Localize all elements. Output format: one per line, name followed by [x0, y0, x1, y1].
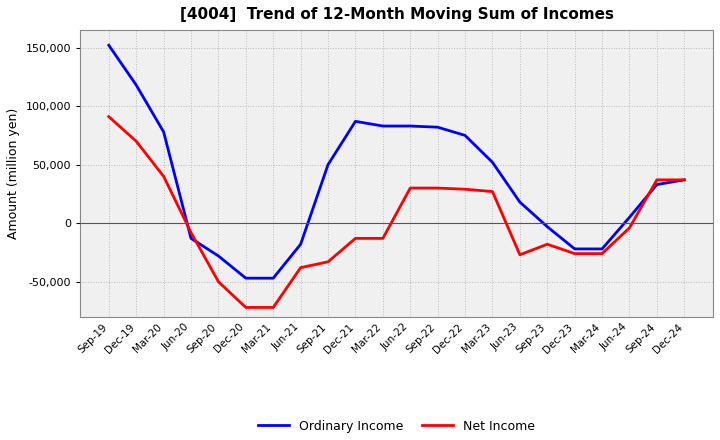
Net Income — [159, 174, 168, 179]
Ordinary Income — [104, 43, 113, 48]
Net Income — [324, 259, 333, 264]
Net Income — [625, 225, 634, 231]
Ordinary Income — [379, 123, 387, 128]
Net Income — [461, 187, 469, 192]
Ordinary Income — [351, 119, 360, 124]
Ordinary Income — [132, 82, 140, 88]
Net Income — [652, 177, 661, 183]
Net Income — [433, 185, 442, 191]
Ordinary Income — [461, 133, 469, 138]
Line: Net Income: Net Income — [109, 117, 684, 308]
Ordinary Income — [297, 242, 305, 247]
Net Income — [598, 251, 606, 256]
Ordinary Income — [488, 160, 497, 165]
Net Income — [680, 177, 688, 183]
Net Income — [516, 252, 524, 257]
Net Income — [214, 279, 222, 284]
Title: [4004]  Trend of 12-Month Moving Sum of Incomes: [4004] Trend of 12-Month Moving Sum of I… — [179, 7, 613, 22]
Ordinary Income — [598, 246, 606, 252]
Ordinary Income — [241, 275, 250, 281]
Ordinary Income — [433, 125, 442, 130]
Ordinary Income — [406, 123, 415, 128]
Ordinary Income — [570, 246, 579, 252]
Ordinary Income — [214, 253, 222, 259]
Net Income — [241, 305, 250, 310]
Ordinary Income — [269, 275, 277, 281]
Legend: Ordinary Income, Net Income: Ordinary Income, Net Income — [253, 415, 540, 438]
Ordinary Income — [625, 215, 634, 220]
Net Income — [186, 230, 195, 235]
Line: Ordinary Income: Ordinary Income — [109, 45, 684, 278]
Net Income — [406, 185, 415, 191]
Net Income — [269, 305, 277, 310]
Ordinary Income — [159, 129, 168, 135]
Net Income — [379, 236, 387, 241]
Net Income — [132, 139, 140, 144]
Ordinary Income — [516, 199, 524, 205]
Ordinary Income — [324, 162, 333, 167]
Net Income — [351, 236, 360, 241]
Net Income — [570, 251, 579, 256]
Net Income — [297, 265, 305, 270]
Ordinary Income — [543, 224, 552, 229]
Net Income — [488, 189, 497, 194]
Net Income — [104, 114, 113, 119]
Ordinary Income — [680, 177, 688, 183]
Y-axis label: Amount (million yen): Amount (million yen) — [7, 108, 20, 239]
Ordinary Income — [652, 182, 661, 187]
Ordinary Income — [186, 236, 195, 241]
Net Income — [543, 242, 552, 247]
